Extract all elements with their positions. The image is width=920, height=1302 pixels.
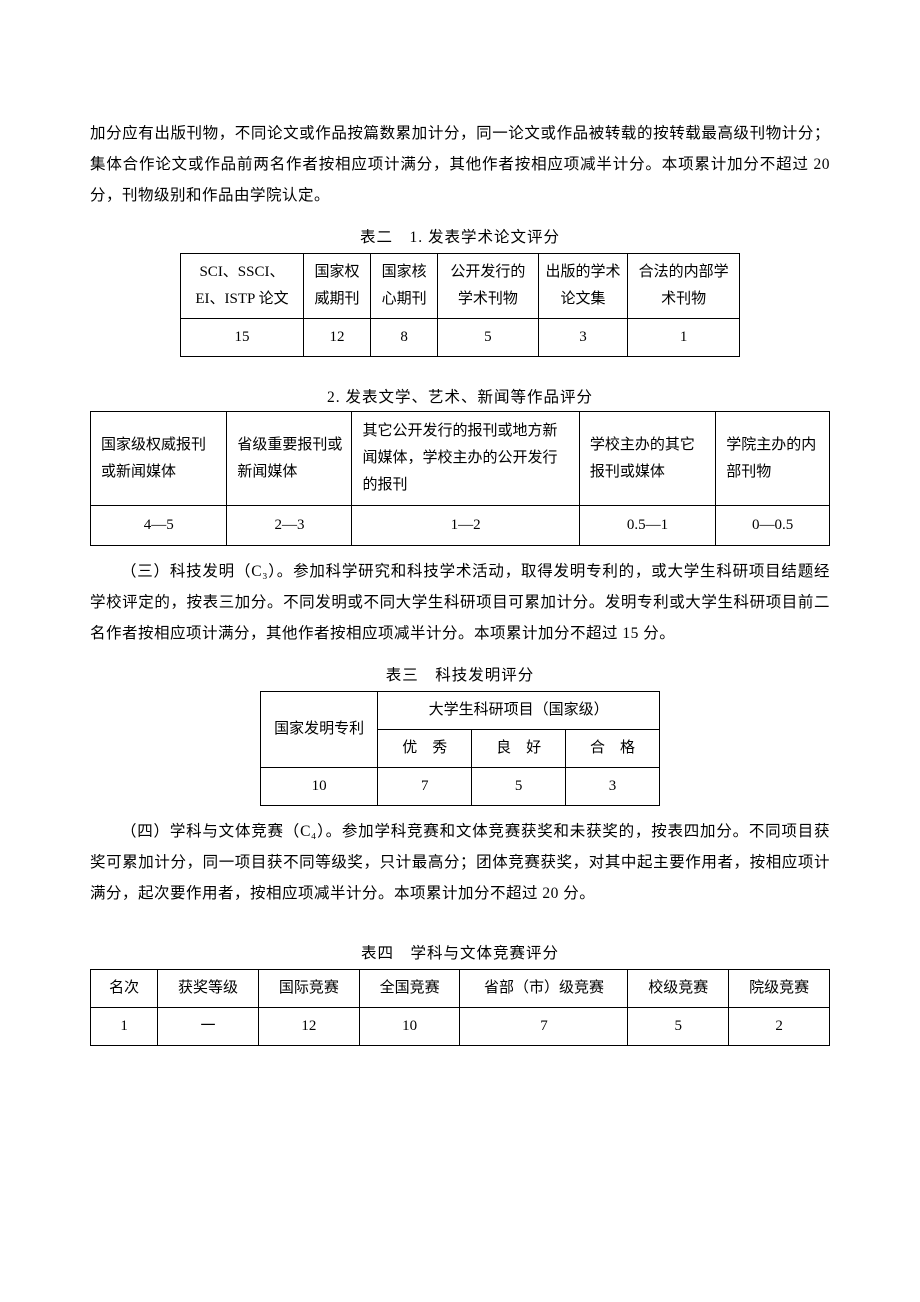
- table-row: 1 一 12 10 7 5 2: [91, 1008, 830, 1046]
- table-cell: 5: [628, 1008, 729, 1046]
- table-header-cell: 国家权威期刊: [303, 254, 370, 319]
- table-header-cell: 其它公开发行的报刊或地方新闻媒体，学校主办的公开发行的报刊: [352, 412, 579, 506]
- paragraph-invention: （三）科技发明（C₃）。参加科学研究和科技学术活动，取得发明专利的，或大学生科研…: [90, 556, 830, 649]
- table-header-cell: 学院主办的内部刊物: [716, 412, 830, 506]
- table-cell: 5: [438, 319, 539, 357]
- table-cell: 10: [261, 768, 378, 806]
- table-cell: 2: [729, 1008, 830, 1046]
- table-header-cell: 合法的内部学术刊物: [628, 254, 740, 319]
- table-row: 15 12 8 5 3 1: [181, 319, 740, 357]
- table-header-cell: 良 好: [472, 730, 566, 768]
- table-cell: 7: [378, 768, 472, 806]
- table-header-cell: 大学生科研项目（国家级）: [378, 692, 660, 730]
- table-header-cell: 学校主办的其它报刊或媒体: [579, 412, 715, 506]
- table-header-cell: 获奖等级: [158, 970, 259, 1008]
- table1-caption: 表二 1. 发表学术论文评分: [90, 225, 830, 247]
- table-cell: 1: [628, 319, 740, 357]
- table-header-cell: SCI、SSCI、EI、ISTP 论文: [181, 254, 304, 319]
- paragraph-competition: （四）学科与文体竞赛（C₄）。参加学科竞赛和文体竞赛获奖和未获奖的，按表四加分。…: [90, 816, 830, 909]
- table-cell: 12: [258, 1008, 359, 1046]
- table-cell: 7: [460, 1008, 628, 1046]
- table-header-cell: 省部（市）级竞赛: [460, 970, 628, 1008]
- table-cell: 3: [538, 319, 627, 357]
- table-row: 国家发明专利 大学生科研项目（国家级）: [261, 692, 660, 730]
- table-cell: 一: [158, 1008, 259, 1046]
- table-header-cell: 国家级权威报刊或新闻媒体: [91, 412, 227, 506]
- table2-caption: 2. 发表文学、艺术、新闻等作品评分: [90, 385, 830, 407]
- table-cell: 0—0.5: [716, 506, 830, 546]
- table-header-cell: 国家核心期刊: [371, 254, 438, 319]
- table-cell: 2—3: [227, 506, 352, 546]
- table-literary-works: 国家级权威报刊或新闻媒体 省级重要报刊或新闻媒体 其它公开发行的报刊或地方新闻媒…: [90, 411, 830, 546]
- table-row: 4—5 2—3 1—2 0.5—1 0—0.5: [91, 506, 830, 546]
- table-cell: 8: [371, 319, 438, 357]
- table-row: 国家级权威报刊或新闻媒体 省级重要报刊或新闻媒体 其它公开发行的报刊或地方新闻媒…: [91, 412, 830, 506]
- table-header-cell: 出版的学术论文集: [538, 254, 627, 319]
- table-header-cell: 合 格: [566, 730, 660, 768]
- table-competition: 名次 获奖等级 国际竞赛 全国竞赛 省部（市）级竞赛 校级竞赛 院级竞赛 1 一…: [90, 969, 830, 1046]
- table-cell: 1—2: [352, 506, 579, 546]
- table-header-cell: 国际竞赛: [258, 970, 359, 1008]
- table-invention: 国家发明专利 大学生科研项目（国家级） 优 秀 良 好 合 格 10 7 5 3: [260, 691, 660, 806]
- table-cell: 10: [359, 1008, 460, 1046]
- table-cell: 12: [303, 319, 370, 357]
- table-header-cell: 校级竞赛: [628, 970, 729, 1008]
- table-cell: 5: [472, 768, 566, 806]
- table3-caption: 表三 科技发明评分: [90, 663, 830, 685]
- table-academic-papers: SCI、SSCI、EI、ISTP 论文 国家权威期刊 国家核心期刊 公开发行的学…: [180, 253, 740, 357]
- table-header-cell: 公开发行的学术刊物: [438, 254, 539, 319]
- table-cell: 0.5—1: [579, 506, 715, 546]
- table-cell: 1: [91, 1008, 158, 1046]
- table-row: 名次 获奖等级 国际竞赛 全国竞赛 省部（市）级竞赛 校级竞赛 院级竞赛: [91, 970, 830, 1008]
- table-row: SCI、SSCI、EI、ISTP 论文 国家权威期刊 国家核心期刊 公开发行的学…: [181, 254, 740, 319]
- table-cell: 15: [181, 319, 304, 357]
- table-header-cell: 全国竞赛: [359, 970, 460, 1008]
- table-header-cell: 国家发明专利: [261, 692, 378, 768]
- table-header-cell: 优 秀: [378, 730, 472, 768]
- table-cell: 3: [566, 768, 660, 806]
- table4-caption: 表四 学科与文体竞赛评分: [90, 941, 830, 963]
- table-cell: 4—5: [91, 506, 227, 546]
- paragraph-bonus-rules: 加分应有出版刊物，不同论文或作品按篇数累加计分，同一论文或作品被转载的按转载最高…: [90, 118, 830, 211]
- table-header-cell: 省级重要报刊或新闻媒体: [227, 412, 352, 506]
- table-row: 10 7 5 3: [261, 768, 660, 806]
- table-header-cell: 名次: [91, 970, 158, 1008]
- table-header-cell: 院级竞赛: [729, 970, 830, 1008]
